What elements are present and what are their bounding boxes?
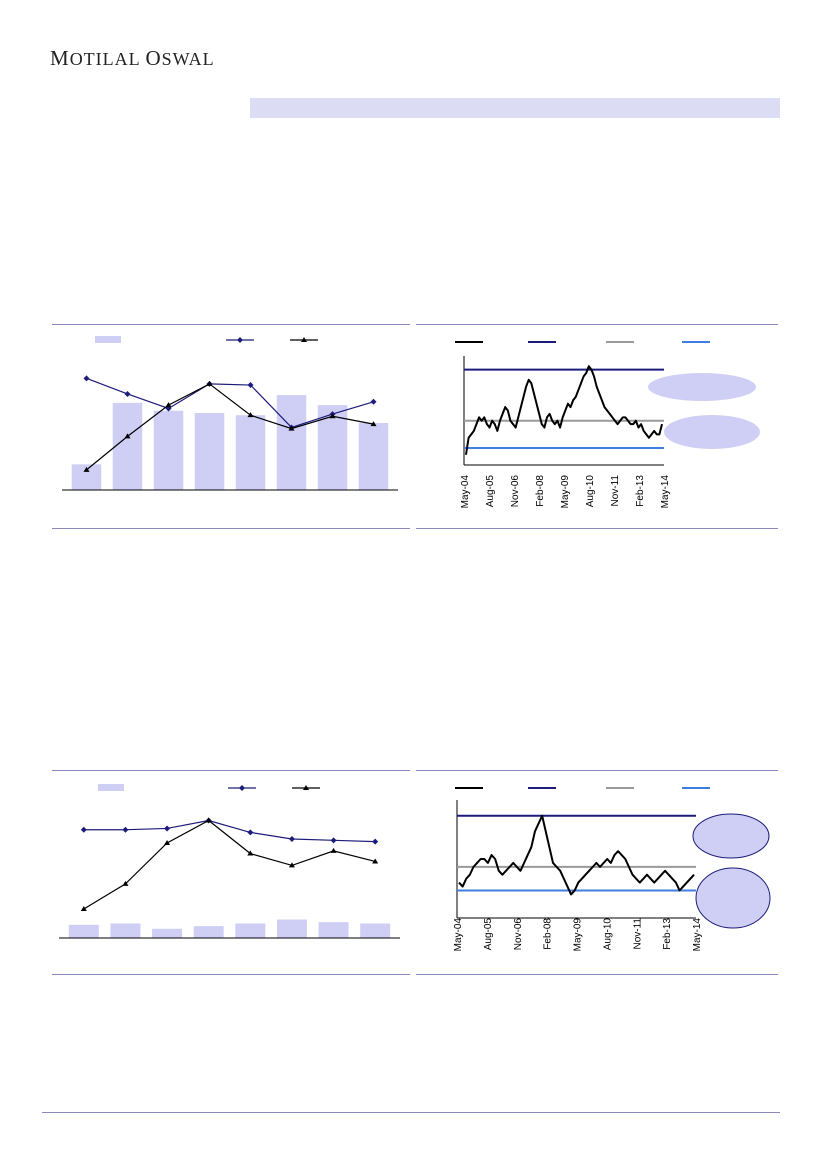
- diamond-marker: [122, 826, 129, 833]
- triangle-marker: [206, 380, 213, 386]
- diamond-marker: [370, 398, 377, 405]
- bar: [153, 410, 184, 490]
- x-tick-label: Aug-10: [602, 918, 613, 951]
- triangle-marker: [247, 850, 254, 856]
- diamond-marker: [247, 382, 254, 389]
- footer-rule: [42, 1112, 780, 1113]
- x-tick-label: Feb-13: [635, 475, 646, 507]
- x-tick-label: Feb-13: [662, 918, 673, 950]
- diamond-marker: [164, 825, 171, 832]
- company-logo: MOTILAL OSWAL: [50, 46, 215, 71]
- legend-triangle-marker: [303, 785, 309, 790]
- triangle-marker: [83, 466, 90, 472]
- x-tick-label: May-04: [453, 918, 464, 952]
- x-tick-label: Aug-05: [485, 475, 496, 508]
- diamond-marker: [330, 837, 337, 844]
- bar: [193, 926, 224, 938]
- bar: [276, 919, 307, 938]
- bar: [360, 923, 391, 938]
- triangle-marker: [205, 817, 212, 823]
- x-tick-label: Nov-11: [632, 918, 643, 950]
- chart-row-1-bottom-rule-left: [52, 528, 410, 529]
- legend-diamond-marker: [239, 785, 245, 791]
- diamond-marker: [80, 826, 87, 833]
- x-tick-label: Feb-08: [543, 918, 554, 950]
- pe-line: [465, 365, 663, 455]
- x-tick-label: May-14: [660, 475, 671, 509]
- chart-row-1-top-rule-right: [416, 324, 778, 325]
- bar: [358, 423, 389, 490]
- series-line: [83, 819, 376, 843]
- triangle-marker: [330, 847, 337, 853]
- chart-row-2-top-rule-left: [52, 770, 410, 771]
- pe-line: [458, 814, 695, 896]
- triangle-marker: [288, 862, 295, 868]
- legend-diamond-marker: [237, 337, 243, 343]
- x-tick-label: Aug-10: [585, 475, 596, 508]
- diamond-marker: [83, 375, 90, 382]
- triangle-marker: [247, 412, 254, 418]
- section-title-band: [250, 98, 780, 118]
- triangle-marker: [164, 839, 171, 845]
- diamond-marker: [124, 390, 131, 397]
- bar: [152, 928, 183, 938]
- x-tick-label: Nov-06: [513, 918, 524, 951]
- callout-bubble: [648, 373, 756, 401]
- x-tick-label: Nov-11: [610, 475, 621, 507]
- x-tick-label: Nov-06: [510, 475, 521, 508]
- chart-row-1-bottom-rule-right: [416, 528, 778, 529]
- triangle-marker: [122, 880, 129, 886]
- bar: [112, 402, 143, 490]
- callout-bubble: [664, 415, 760, 449]
- series-line: [83, 819, 376, 910]
- triangle-marker: [124, 433, 131, 439]
- bar: [235, 415, 266, 490]
- bar: [194, 412, 225, 490]
- x-tick-label: Feb-08: [535, 475, 546, 507]
- callout-bubble: [695, 867, 771, 929]
- x-tick-label: May-09: [560, 475, 571, 509]
- bar: [110, 923, 141, 938]
- bar: [235, 923, 266, 938]
- triangle-marker: [80, 905, 87, 911]
- series-line: [86, 383, 374, 471]
- triangle-marker: [288, 425, 295, 431]
- callout-bubble: [692, 813, 770, 859]
- triangle-marker: [370, 421, 377, 427]
- chart-row-2-top-rule-right: [416, 770, 778, 771]
- triangle-marker: [165, 402, 172, 408]
- bar: [318, 922, 349, 938]
- chart-row-2-bottom-rule-right: [416, 974, 778, 975]
- x-tick-label: Aug-05: [483, 918, 494, 951]
- series-line: [86, 377, 374, 429]
- chart-row-1-top-rule-left: [52, 324, 410, 325]
- legend-triangle-marker: [301, 337, 307, 342]
- logo-text: MOTILAL OSWAL: [50, 46, 215, 70]
- x-tick-label: May-14: [692, 918, 703, 952]
- legend-bar-swatch: [95, 336, 121, 343]
- chart-row-2-bottom-rule-left: [52, 974, 410, 975]
- diamond-marker: [372, 838, 379, 845]
- x-tick-label: May-04: [460, 475, 471, 509]
- triangle-marker: [372, 858, 379, 864]
- triangle-marker: [329, 413, 336, 419]
- x-tick-label: May-09: [573, 918, 584, 952]
- diamond-marker: [288, 836, 295, 842]
- bar: [68, 924, 99, 938]
- legend-bar-swatch: [98, 784, 124, 791]
- diamond-marker: [247, 829, 254, 836]
- bar: [276, 395, 307, 490]
